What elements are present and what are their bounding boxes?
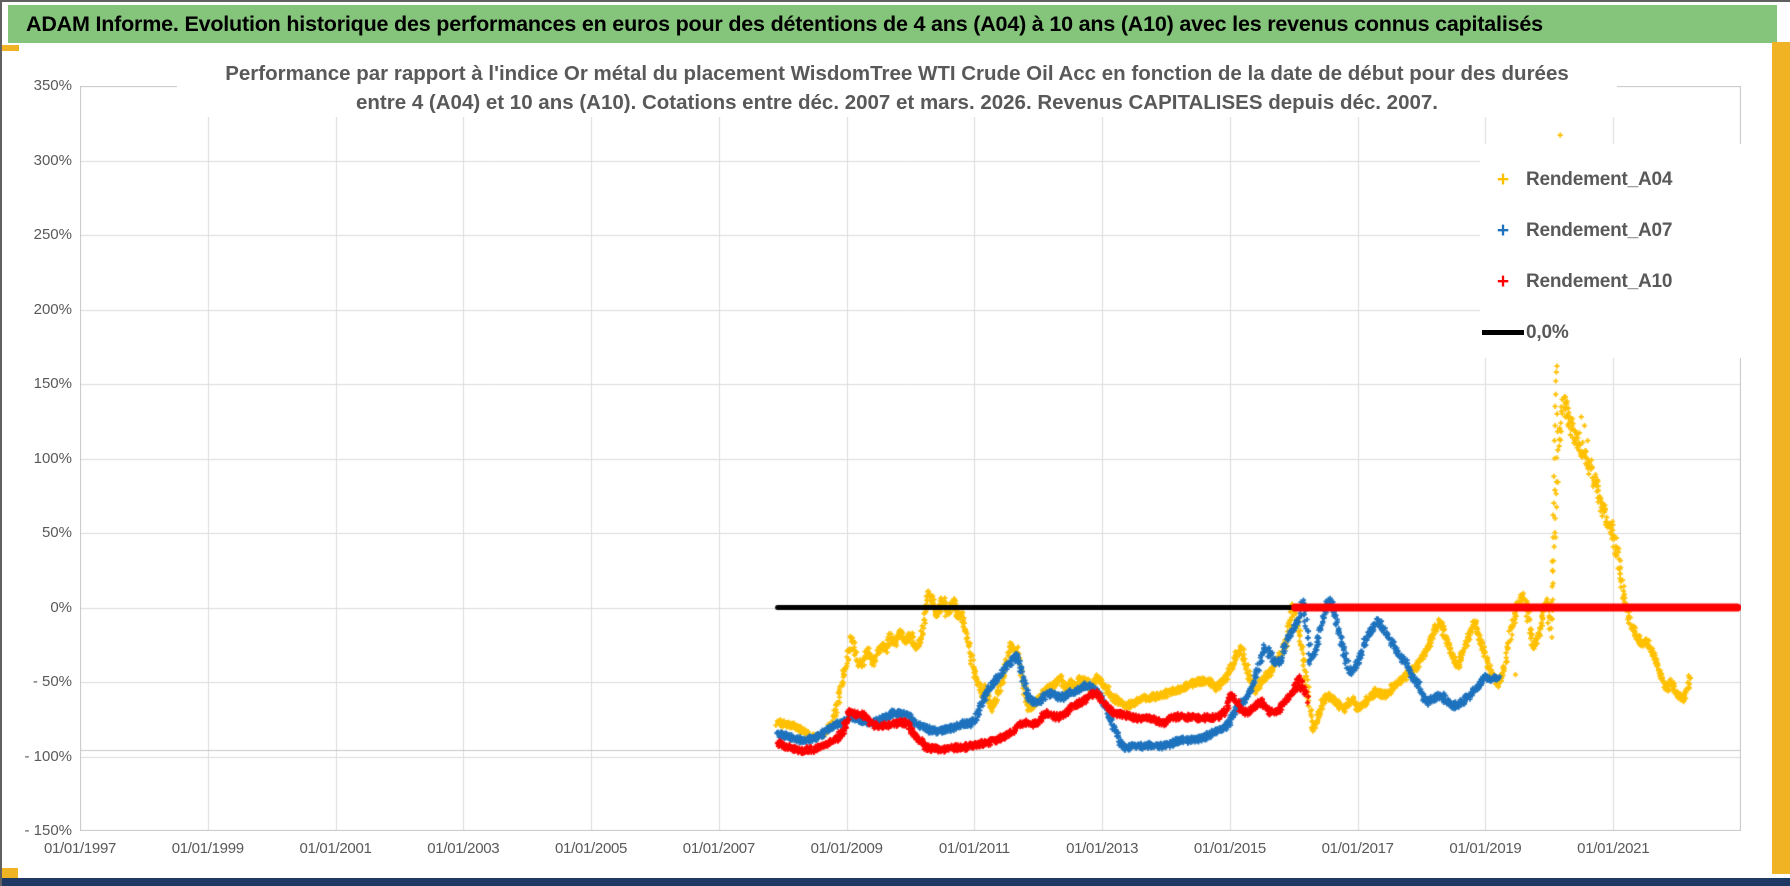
legend-label: 0,0% <box>1526 321 1569 343</box>
legend-item-zero-line[interactable]: 0,0% <box>1480 307 1746 358</box>
legend-item-rendement-a07[interactable]: + Rendement_A07 <box>1480 205 1746 256</box>
x-tick-label: 01/01/2015 <box>1193 840 1266 857</box>
x-tick-label: 01/01/2017 <box>1321 840 1394 857</box>
y-tick-label: 350% <box>33 77 72 94</box>
y-tick-label: 200% <box>33 300 72 318</box>
chart-title-line2: entre 4 (A04) et 10 ans (A10). Cotations… <box>356 91 1438 114</box>
legend-label: Rendement_A10 <box>1526 270 1673 292</box>
y-tick-label: - 100% <box>24 747 72 765</box>
bottom-navy-bar <box>2 878 1790 886</box>
y-tick-label: 50% <box>41 524 72 541</box>
x-tick-label: 01/01/2013 <box>1066 840 1139 857</box>
x-tick-label: 01/01/2003 <box>427 840 500 857</box>
plus-marker-icon: + <box>1496 219 1510 242</box>
right-gold-bar <box>1772 42 1790 874</box>
y-tick-label: 300% <box>33 151 72 169</box>
x-tick-label: 01/01/1997 <box>43 840 117 857</box>
legend-label: Rendement_A04 <box>1526 168 1673 190</box>
x-tick-label: 01/01/2019 <box>1449 840 1522 857</box>
chart-plot-area[interactable] <box>80 86 1741 831</box>
page-title: ADAM Informe. Evolution historique des p… <box>8 5 1777 43</box>
line-sample-icon <box>1482 330 1524 335</box>
legend-label: Rendement_A07 <box>1526 219 1673 241</box>
chart-title: Performance par rapport à l'indice Or mé… <box>177 59 1617 117</box>
x-tick-label: 01/01/2011 <box>938 840 1010 857</box>
x-tick-label: 01/01/2007 <box>682 840 755 857</box>
bottom-left-gold-square <box>2 868 18 879</box>
x-tick-label: 01/01/2001 <box>299 840 372 857</box>
y-tick-label: 100% <box>33 449 72 467</box>
legend-item-rendement-a04[interactable]: + Rendement_A04 <box>1480 154 1746 205</box>
x-tick-label: 01/01/2021 <box>1577 840 1650 857</box>
y-tick-label: 250% <box>33 226 72 243</box>
legend-item-rendement-a10[interactable]: + Rendement_A10 <box>1480 256 1746 307</box>
y-tick-label: 0% <box>50 598 72 616</box>
plus-marker-icon: + <box>1496 270 1510 293</box>
left-gold-strip <box>2 45 19 51</box>
y-tick-label: 150% <box>33 375 72 392</box>
chart-title-line1: Performance par rapport à l'indice Or mé… <box>225 62 1569 85</box>
plus-marker-icon: + <box>1496 168 1510 191</box>
chart-legend[interactable]: + Rendement_A04 + Rendement_A07 + Rendem… <box>1480 144 1746 358</box>
y-tick-label: - 50% <box>32 673 72 690</box>
x-tick-label: 01/01/1999 <box>171 840 244 857</box>
y-tick-label: - 150% <box>24 822 72 839</box>
x-tick-label: 01/01/2009 <box>810 840 883 857</box>
x-tick-label: 01/01/2005 <box>555 840 628 857</box>
